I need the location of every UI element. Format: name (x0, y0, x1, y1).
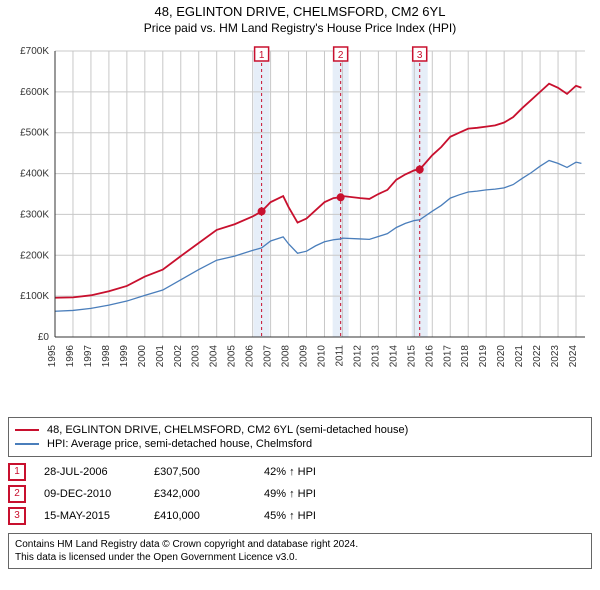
svg-text:1998: 1998 (101, 345, 112, 368)
svg-text:1: 1 (259, 50, 265, 61)
svg-text:2021: 2021 (514, 345, 525, 368)
transaction-pct: 42% ↑ HPI (264, 466, 374, 478)
svg-text:2001: 2001 (155, 345, 166, 368)
svg-text:2012: 2012 (352, 345, 363, 368)
svg-text:2011: 2011 (334, 345, 345, 367)
transaction-marker: 3 (8, 507, 26, 525)
transaction-date: 28-JUL-2006 (44, 466, 154, 478)
svg-text:2000: 2000 (137, 345, 148, 368)
legend-label: HPI: Average price, semi-detached house,… (47, 438, 312, 450)
svg-text:2008: 2008 (281, 345, 292, 368)
transaction-pct: 49% ↑ HPI (264, 488, 374, 500)
svg-text:£100K: £100K (20, 291, 49, 302)
line-chart: £0 £100K £200K £300K £400K £500K £600K £700K 199… (5, 41, 595, 411)
svg-text:2002: 2002 (173, 345, 184, 368)
svg-text:1996: 1996 (65, 345, 76, 368)
attribution: Contains HM Land Registry data © Crown c… (8, 533, 592, 569)
legend-label: 48, EGLINTON DRIVE, CHELMSFORD, CM2 6YL … (47, 424, 408, 436)
svg-text:2017: 2017 (442, 345, 453, 368)
svg-text:2005: 2005 (227, 345, 238, 368)
chart-subtitle: Price paid vs. HM Land Registry's House … (0, 21, 600, 35)
transaction-price: £307,500 (154, 466, 264, 478)
svg-text:£500K: £500K (20, 128, 49, 139)
chart-area: £0 £100K £200K £300K £400K £500K £600K £700K 199… (5, 41, 595, 411)
transaction-price: £342,000 (154, 488, 264, 500)
svg-text:£0: £0 (38, 332, 50, 343)
legend-item: 48, EGLINTON DRIVE, CHELMSFORD, CM2 6YL … (15, 424, 585, 436)
svg-text:2003: 2003 (191, 345, 202, 368)
transaction-pct: 45% ↑ HPI (264, 510, 374, 522)
transaction-date: 15-MAY-2015 (44, 510, 154, 522)
attribution-line2: This data is licensed under the Open Gov… (15, 551, 585, 564)
transaction-price: £410,000 (154, 510, 264, 522)
svg-text:£600K: £600K (20, 87, 49, 98)
svg-text:1995: 1995 (47, 345, 58, 368)
svg-text:£200K: £200K (20, 250, 49, 261)
svg-text:2013: 2013 (370, 345, 381, 368)
svg-text:2019: 2019 (478, 345, 489, 368)
svg-text:1997: 1997 (83, 345, 94, 368)
transaction-table: 1 28-JUL-2006£307,50042% ↑ HPI 2 09-DEC-201… (8, 463, 592, 525)
svg-text:2004: 2004 (209, 345, 220, 368)
attribution-line1: Contains HM Land Registry data © Crown c… (15, 538, 585, 551)
svg-text:2: 2 (338, 50, 344, 61)
transaction-marker: 1 (8, 463, 26, 481)
svg-text:2006: 2006 (245, 345, 256, 368)
legend-swatch (15, 429, 39, 431)
svg-text:2023: 2023 (550, 345, 561, 368)
legend-swatch (15, 443, 39, 445)
transaction-marker: 2 (8, 485, 26, 503)
svg-text:£300K: £300K (20, 209, 49, 220)
svg-text:2020: 2020 (496, 345, 507, 368)
chart-title: 48, EGLINTON DRIVE, CHELMSFORD, CM2 6YL (0, 4, 600, 19)
svg-text:2010: 2010 (316, 345, 327, 368)
svg-text:2018: 2018 (460, 345, 471, 368)
svg-text:2024: 2024 (568, 345, 579, 368)
legend-item: HPI: Average price, semi-detached house,… (15, 438, 585, 450)
legend: 48, EGLINTON DRIVE, CHELMSFORD, CM2 6YL … (8, 417, 592, 457)
transaction-row: 2 09-DEC-2010£342,00049% ↑ HPI (8, 485, 592, 503)
transaction-date: 09-DEC-2010 (44, 488, 154, 500)
transaction-row: 1 28-JUL-2006£307,50042% ↑ HPI (8, 463, 592, 481)
svg-text:£700K: £700K (20, 46, 49, 57)
svg-text:2007: 2007 (263, 345, 274, 368)
svg-text:2015: 2015 (406, 345, 417, 368)
svg-text:3: 3 (417, 50, 423, 61)
svg-text:2009: 2009 (299, 345, 310, 368)
svg-text:2016: 2016 (424, 345, 435, 368)
svg-text:£400K: £400K (20, 169, 49, 180)
svg-text:1999: 1999 (119, 345, 130, 368)
transaction-row: 3 15-MAY-2015£410,00045% ↑ HPI (8, 507, 592, 525)
svg-text:2022: 2022 (532, 345, 543, 368)
svg-text:2014: 2014 (388, 345, 399, 368)
